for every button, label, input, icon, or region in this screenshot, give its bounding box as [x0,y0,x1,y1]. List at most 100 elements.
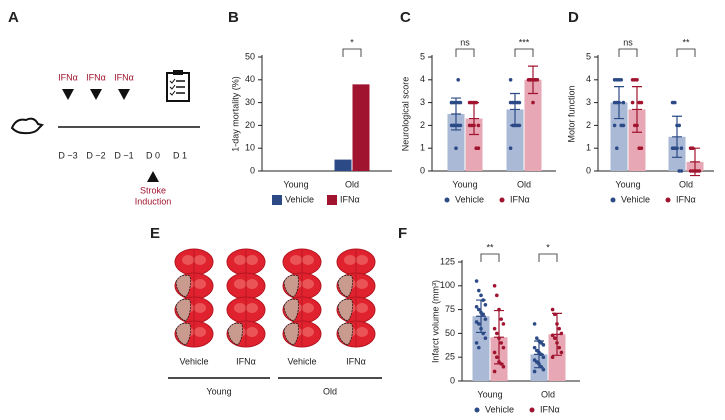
y-tick-label: 30 [245,97,255,107]
group-label: Young [206,386,231,396]
data-point [456,78,461,82]
bar [334,159,352,171]
y-tick-label: 125 [440,256,455,266]
panel-label: D [568,9,579,26]
data-point [557,326,561,331]
day-label: D −1 [114,150,133,160]
data-point [621,123,626,128]
significance-bracket [676,48,696,57]
data-point [559,350,564,355]
x-tick-label: Old [345,179,359,189]
x-tick-label: Old [517,179,531,189]
legend-marker [529,407,535,413]
data-point [517,100,522,105]
significance-bracket [455,48,475,57]
bar [524,79,542,171]
arrow [90,89,102,100]
panel-label: A [8,9,19,26]
data-point [483,303,488,307]
legend-marker [327,195,337,205]
group-label: Old [323,386,337,396]
significance-bracket [618,48,638,57]
y-tick-label: 2 [586,120,591,130]
data-point [483,317,488,321]
legend-label: Vehicle [485,404,514,414]
data-point [492,284,497,288]
significance-label: ns [623,37,633,47]
event-label: Stroke [140,185,166,195]
data-point [541,367,546,372]
y-tick-label: 0 [450,375,455,385]
data-point [476,146,481,150]
y-tick-label: 4 [586,74,591,84]
data-point [550,307,555,312]
y-tick-label: 50 [245,51,255,61]
treatment-label: IFNα [114,72,134,82]
legend-label: Vehicle [285,194,314,204]
y-tick-label: 2 [420,120,425,130]
legend-marker [272,195,282,205]
y-tick-label: 75 [445,304,455,314]
x-tick-label: Young [477,389,502,399]
data-point [630,100,635,105]
brain-images: Vehicle IFNα Vehicle IFNα Young Old [168,248,382,396]
column-label: Vehicle [287,356,316,366]
significance-label: * [350,37,354,47]
data-point [639,146,644,150]
data-point [532,322,537,326]
treatment-label: IFNα [58,72,78,82]
y-tick-label: 50 [445,328,455,338]
data-point [449,100,454,105]
bar [447,114,465,171]
y-axis-label: 1-day mortality (%) [230,76,240,152]
data-point [697,169,702,173]
x-tick-label: Old [679,179,693,189]
arrow [62,89,74,100]
legend-label: IFNα [510,194,530,204]
data-point [495,355,499,360]
data-point [458,100,463,105]
legend-marker [610,197,616,203]
error-bar [469,102,479,136]
y-axis-label: Motor function [566,85,576,142]
data-point [492,350,497,355]
data-point [481,312,486,317]
y-axis-label: Neurological score [400,77,410,152]
data-point [477,307,481,312]
data-point [679,169,684,173]
data-point [474,304,479,309]
data-point [508,100,513,105]
data-point [553,336,557,340]
y-tick-label: 3 [586,97,591,107]
y-tick-label: 5 [586,51,591,61]
bar [610,102,628,171]
day-label: D −2 [86,150,105,160]
mouse-icon [10,117,44,135]
legend-marker [499,197,505,203]
y-tick-label: 40 [245,74,255,84]
data-point [531,100,535,105]
bar [352,84,370,171]
column-label: IFNα [346,356,366,366]
legend-label: IFNα [540,404,560,414]
data-point [474,279,479,283]
error-bar [451,97,461,131]
panel-label: C [400,9,411,26]
column-label: IFNα [236,356,256,366]
data-point [639,100,644,105]
legend-marker [665,197,671,203]
error-bar [510,92,520,126]
significance-label: ** [682,37,690,47]
data-point [477,322,481,326]
error-bar [672,115,682,158]
data-point [479,293,483,298]
x-tick-label: Young [615,179,640,189]
data-point [557,345,561,350]
panel-label: F [398,225,407,242]
day-label: D −3 [58,150,77,160]
y-tick-label: 0 [586,165,591,175]
data-point [532,369,537,374]
data-point [492,326,497,331]
x-tick-label: Old [541,389,555,399]
y-tick-label: 25 [445,352,455,362]
